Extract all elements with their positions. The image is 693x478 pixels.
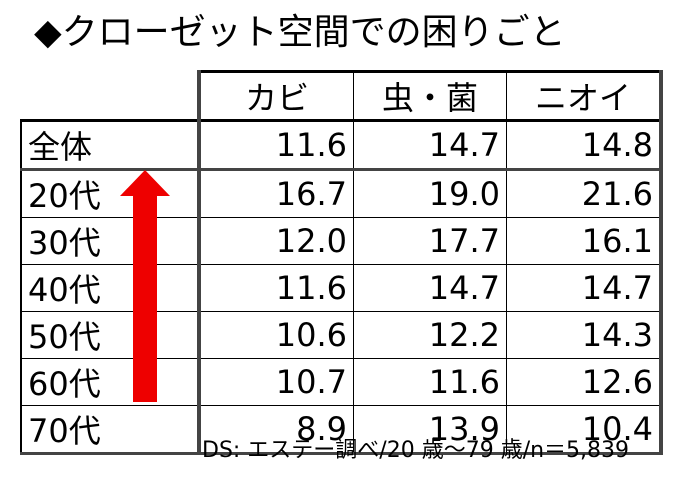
table-row: 40代 11.6 14.7 14.7 bbox=[20, 264, 663, 312]
row-label: 20代 bbox=[20, 169, 201, 218]
table-cell: 8.9 bbox=[197, 405, 354, 455]
data-table-container: カビ 虫・菌 ニオイ 全体 11.6 14.7 14.8 20代 16.7 19… bbox=[20, 70, 663, 455]
table-cell: 12.0 bbox=[197, 217, 354, 265]
table-cell: 12.2 bbox=[353, 311, 507, 359]
row-label: 70代 bbox=[20, 405, 201, 455]
column-header-odor: ニオイ bbox=[506, 70, 663, 122]
table-cell: 16.1 bbox=[506, 217, 663, 265]
table-row: 30代 12.0 17.7 16.1 bbox=[20, 217, 663, 265]
table-cell: 14.8 bbox=[506, 120, 663, 171]
source-note: DS: エステー調べ/20 歳～79 歳/n＝5,839 bbox=[202, 438, 630, 463]
row-label: 40代 bbox=[20, 264, 201, 312]
header-row: カビ 虫・菌 ニオイ bbox=[21, 70, 663, 122]
table-cell: 10.7 bbox=[197, 358, 354, 406]
table-cell: 17.7 bbox=[353, 217, 507, 265]
table-row: 70代 8.9 13.9 10.4 bbox=[20, 405, 663, 455]
arrow-shape bbox=[120, 170, 170, 402]
row-label: 50代 bbox=[20, 311, 201, 359]
corner-cell bbox=[21, 72, 199, 121]
table-row: 20代 16.7 19.0 21.6 bbox=[20, 169, 663, 218]
table-cell: 11.6 bbox=[197, 120, 354, 171]
table-cell: 14.7 bbox=[353, 120, 507, 171]
table-row: 全体 11.6 14.7 14.8 bbox=[20, 119, 663, 171]
row-label: 60代 bbox=[20, 358, 201, 406]
table-cell: 19.0 bbox=[353, 169, 507, 218]
row-label: 全体 bbox=[20, 119, 201, 171]
data-table: カビ 虫・菌 ニオイ 全体 11.6 14.7 14.8 20代 16.7 19… bbox=[20, 70, 663, 455]
row-label: 30代 bbox=[20, 217, 201, 265]
table-cell: 11.6 bbox=[197, 264, 354, 312]
table-row: 50代 10.6 12.2 14.3 bbox=[20, 311, 663, 359]
red-up-arrow-icon bbox=[120, 170, 170, 402]
column-header-insects-germs: 虫・菌 bbox=[353, 70, 507, 122]
column-header-mold: カビ bbox=[197, 70, 354, 122]
table-cell: 14.7 bbox=[506, 264, 663, 312]
table-cell: 11.6 bbox=[353, 358, 507, 406]
table-cell: 14.7 bbox=[353, 264, 507, 312]
table-cell: 13.9 bbox=[353, 405, 507, 455]
table-cell: 14.3 bbox=[506, 311, 663, 359]
table-cell: 10.4 bbox=[506, 405, 663, 455]
table-cell: 16.7 bbox=[197, 169, 354, 218]
chart-title: ◆クローゼット空間での困りごと bbox=[34, 12, 566, 53]
table-cell: 10.6 bbox=[197, 311, 354, 359]
table-row: 60代 10.7 11.6 12.6 bbox=[20, 358, 663, 406]
table-cell: 12.6 bbox=[506, 358, 663, 406]
table-cell: 21.6 bbox=[506, 169, 663, 218]
